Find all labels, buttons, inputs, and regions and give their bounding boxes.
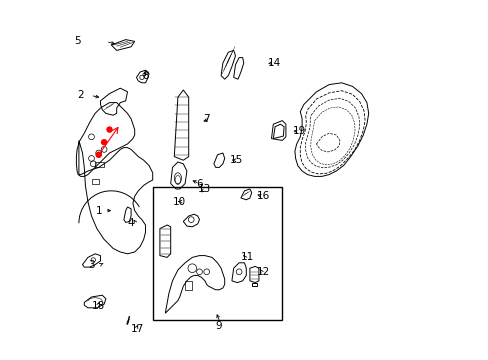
Text: 12: 12: [257, 267, 270, 277]
Text: 5: 5: [74, 36, 81, 46]
Text: 10: 10: [172, 197, 185, 207]
Text: 2: 2: [78, 90, 84, 100]
Text: 6: 6: [196, 179, 202, 189]
Text: 9: 9: [215, 321, 222, 331]
Text: 18: 18: [91, 301, 104, 311]
Text: 16: 16: [257, 191, 270, 201]
Text: 19: 19: [292, 126, 305, 136]
Bar: [91, 179, 99, 184]
Text: 11: 11: [241, 252, 254, 262]
Text: 13: 13: [197, 184, 210, 194]
Bar: [185, 281, 192, 290]
Text: 3: 3: [88, 260, 95, 270]
Circle shape: [107, 127, 112, 132]
Bar: [152, 187, 282, 320]
Circle shape: [102, 140, 106, 145]
Text: 7: 7: [203, 114, 209, 124]
Text: 1: 1: [96, 206, 102, 216]
Text: 17: 17: [131, 324, 144, 334]
Text: 15: 15: [230, 155, 243, 165]
Text: 14: 14: [267, 58, 281, 68]
Text: 8: 8: [142, 71, 148, 81]
Circle shape: [96, 152, 101, 157]
Text: 4: 4: [127, 218, 134, 228]
Bar: [95, 162, 104, 167]
